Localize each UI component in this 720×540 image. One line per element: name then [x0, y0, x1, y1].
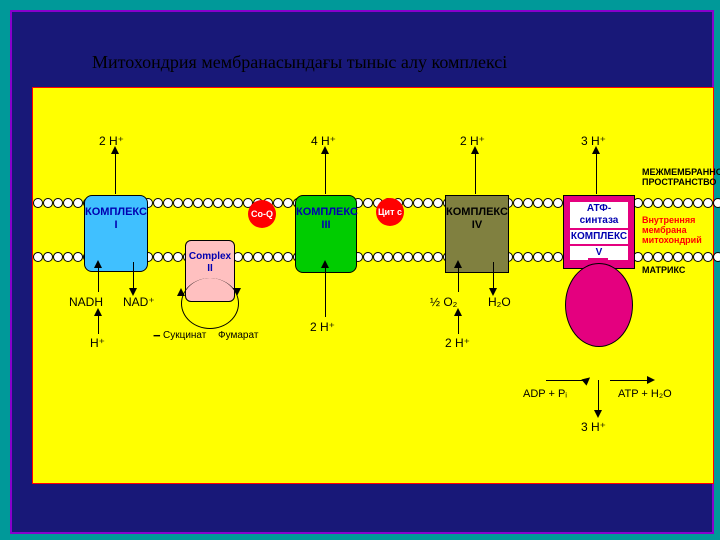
arrow-line [610, 380, 650, 381]
complex-4-label: КОМПЛЕКСIV [446, 206, 508, 231]
arrow-up-icon [321, 146, 329, 154]
arrow-up-icon [471, 146, 479, 154]
coenzyme-q: Co-Q [248, 200, 276, 228]
label-inner-membrane: Внутренняямембранамитохондрий [642, 216, 702, 246]
label-adp: ADP + Pᵢ [523, 388, 567, 400]
label-minus: − [153, 328, 161, 343]
complex-2-label: ComplexII [189, 251, 231, 274]
label-intermembrane: МЕЖМЕМБРАННОЕПРОСТРАНСТВО [642, 168, 720, 188]
atp-synthase-bulb [565, 263, 633, 347]
label-h: H⁺ [90, 336, 105, 350]
label-nad: NAD⁺ [123, 295, 155, 309]
label-3h-bot: 3 H⁺ [581, 420, 606, 434]
complex-5-mid: КОМПЛЕКС [570, 230, 628, 244]
arrow-line [475, 150, 476, 194]
label-o2: ½ O₂ [430, 295, 457, 309]
arrow-up-icon [111, 146, 119, 154]
arrow-line [115, 150, 116, 194]
arrow-line [325, 262, 326, 317]
arrow-up-icon [94, 308, 102, 316]
arrow-line [598, 380, 599, 414]
arrow-right-icon [647, 376, 655, 384]
label-2h-bot-c3: 2 H⁺ [310, 320, 335, 334]
arrow-right-icon [581, 374, 592, 385]
arrow-line [546, 380, 586, 381]
slide-title: Митохондрия мембранасындағы тыныс алу ко… [92, 52, 507, 73]
cytochrome-c: Цит c [376, 198, 404, 226]
arrow-up-icon [454, 260, 462, 268]
arrow-line [325, 150, 326, 194]
arrow-up-icon [94, 260, 102, 268]
label-h2o: H₂O [488, 295, 511, 309]
label-2h-bot-c4: 2 H⁺ [445, 336, 470, 350]
label-fumarate: Фумарат [218, 330, 258, 341]
complex-5-top: АТФ-синтаза [570, 202, 628, 228]
slide-frame: Митохондрия мембранасындағы тыныс алу ко… [10, 10, 714, 534]
complex-1-label: КОМПЛЕКСI [85, 206, 147, 231]
label-atp: ATP + H₂O [618, 388, 672, 400]
arc-c2 [181, 278, 239, 329]
diagram-area: КОМПЛЕКСI ComplexII КОМПЛЕКСIII КОМПЛЕКС… [32, 87, 714, 484]
arrow-line [596, 150, 597, 194]
complex-3-label: КОМПЛЕКСIII [296, 206, 358, 231]
arrow-down-icon [594, 410, 602, 418]
arrow-up-icon [454, 308, 462, 316]
arrow-up-icon [177, 288, 185, 296]
arrow-up-icon [592, 146, 600, 154]
arrow-down-icon [233, 288, 241, 296]
label-matrix: МАТРИКС [642, 266, 685, 276]
arrow-up-icon [321, 260, 329, 268]
label-succinate: Сукцинат [163, 330, 206, 341]
label-nadh: NADH [69, 295, 103, 309]
